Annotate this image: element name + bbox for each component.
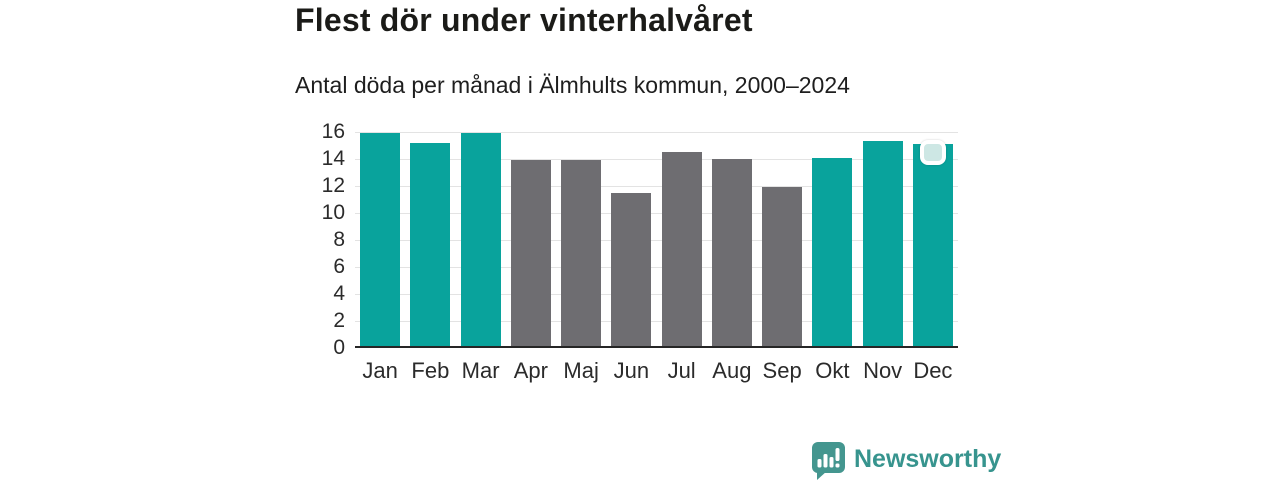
gridline-4 bbox=[355, 294, 958, 295]
chart-subtitle: Antal döda per månad i Älmhults kommun, … bbox=[295, 72, 850, 98]
x-tick-label-maj: Maj bbox=[563, 358, 599, 383]
bar-jul bbox=[661, 152, 702, 348]
newsworthy-logo-text: Newsworthy bbox=[854, 445, 1002, 473]
bar-nov bbox=[862, 141, 903, 348]
x-tick-label-aug: Aug bbox=[712, 358, 752, 383]
gridline-16 bbox=[355, 132, 958, 133]
bar-feb bbox=[410, 142, 451, 348]
y-tick-label-6: 6 bbox=[333, 255, 345, 278]
x-tick-label-jul: Jul bbox=[667, 358, 696, 383]
gridline-12 bbox=[355, 186, 958, 187]
bar-aug bbox=[711, 159, 752, 348]
x-tick-label-okt: Okt bbox=[815, 358, 850, 383]
x-tick-label-jun: Jun bbox=[613, 358, 650, 383]
plot-area: 0 2 4 6 8 10 12 14 16 Jan Feb Mar Apr Maj Jun Jul Aug Sep… bbox=[322, 121, 958, 383]
bar-apr bbox=[510, 160, 551, 348]
y-tick-label-2: 2 bbox=[333, 309, 345, 332]
x-tick-label-apr: Apr bbox=[513, 358, 548, 383]
x-tick-label-dec: Dec bbox=[913, 358, 953, 383]
gridline-2 bbox=[355, 321, 958, 322]
bar-jan bbox=[360, 133, 401, 348]
y-tick-label-16: 16 bbox=[321, 120, 345, 143]
x-tick-label-mar: Mar bbox=[461, 358, 500, 383]
gridline-14 bbox=[355, 159, 958, 160]
x-axis-line bbox=[355, 346, 958, 348]
bar-mar bbox=[460, 133, 501, 348]
y-tick-label-4: 4 bbox=[333, 282, 345, 305]
y-tick-label-0: 0 bbox=[333, 336, 345, 359]
x-tick-label-feb: Feb bbox=[411, 358, 450, 383]
bar-maj bbox=[561, 160, 602, 348]
chart-title: Flest dör under vinterhalvåret bbox=[295, 2, 753, 38]
gridline-10 bbox=[355, 213, 958, 214]
y-tick-label-8: 8 bbox=[333, 228, 345, 251]
y-tick-label-14: 14 bbox=[321, 147, 345, 170]
x-tick-label-sep: Sep bbox=[762, 358, 802, 383]
x-tick-label-jan: Jan bbox=[362, 358, 398, 383]
dec-bar-marker bbox=[920, 140, 946, 165]
gridline-8 bbox=[355, 240, 958, 241]
x-tick-label-nov: Nov bbox=[863, 358, 903, 383]
bar-jun bbox=[611, 192, 652, 348]
gridline-6 bbox=[355, 267, 958, 268]
bar-dec bbox=[912, 144, 953, 348]
newsworthy-logo[interactable]: Newsworthy bbox=[812, 442, 1001, 480]
bar-okt bbox=[812, 157, 853, 348]
newsworthy-logo-icon bbox=[812, 442, 845, 480]
bar-sep bbox=[762, 187, 803, 348]
y-tick-label-10: 10 bbox=[321, 201, 345, 224]
y-tick-label-12: 12 bbox=[321, 174, 345, 197]
